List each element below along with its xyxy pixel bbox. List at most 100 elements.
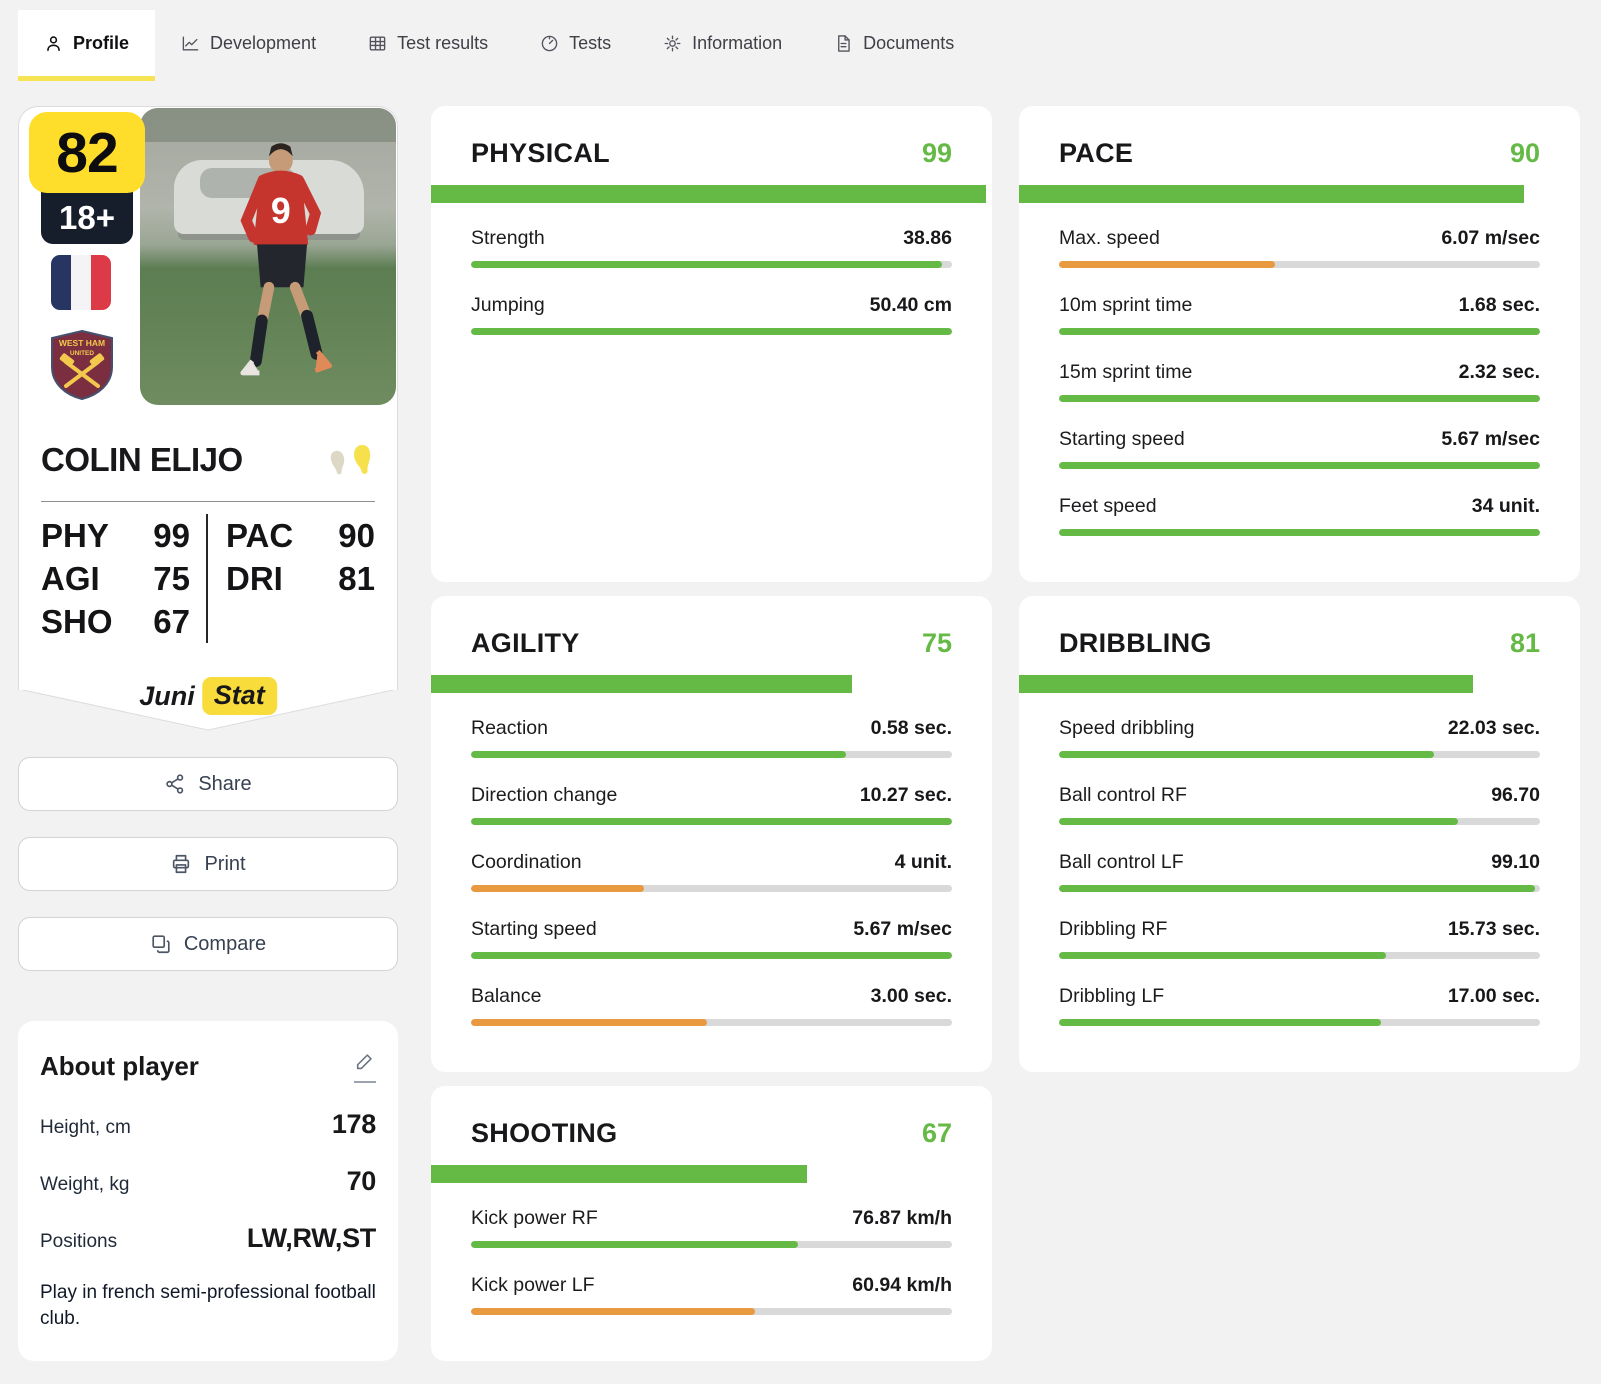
player-name: COLIN ELIJO — [41, 441, 243, 478]
stat-pac: PAC 90 — [226, 517, 375, 554]
left-foot-icon — [330, 450, 345, 475]
left-sidebar: 9 — [18, 106, 398, 1362]
metric-bar-fill — [471, 751, 847, 759]
player-photo: 9 — [140, 108, 396, 405]
top-navigation: Profile Development Test results Tests I… — [0, 0, 1601, 81]
panel-score-bar — [431, 675, 992, 694]
tab-development[interactable]: Development — [155, 10, 342, 81]
france-flag-icon — [51, 255, 111, 310]
west-ham-crest-icon: WEST HAM UNITED — [51, 329, 113, 401]
metric-value: 99.10 — [1491, 851, 1540, 874]
metric-row: 10m sprint time 1.68 sec. — [1059, 294, 1540, 335]
metric-bar-track — [471, 885, 952, 893]
tab-information[interactable]: Information — [637, 10, 808, 81]
tab-profile[interactable]: Profile — [18, 10, 156, 81]
tab-tests[interactable]: Tests — [514, 10, 637, 81]
gear-icon — [664, 35, 681, 51]
metric-label: Kick power LF — [471, 1274, 595, 1297]
person-icon — [47, 35, 60, 51]
metric-label: Ball control LF — [1059, 851, 1184, 874]
metric-label: 15m sprint time — [1059, 361, 1193, 383]
about-note: Play in french semi-professional footbal… — [40, 1282, 376, 1329]
metric-bar-fill — [471, 952, 952, 960]
panel-score-bar — [431, 1165, 992, 1184]
metric-bar-fill — [1059, 529, 1540, 536]
share-icon — [166, 774, 184, 794]
metric-row: Feet speed 34 unit. — [1059, 495, 1540, 536]
metric-bar-track — [471, 818, 952, 826]
print-button[interactable]: Print — [18, 837, 398, 891]
metric-bar-track — [1059, 1019, 1540, 1027]
metric-label: Balance — [471, 985, 542, 1008]
metric-bar-fill — [471, 328, 952, 335]
panel-score: 67 — [921, 1118, 952, 1149]
stat-phy: PHY 99 — [41, 517, 190, 554]
metric-bar-fill — [1059, 885, 1536, 893]
panel-score: 90 — [1509, 138, 1540, 168]
card-stats: PHY 99 AGI 75 SHO 67 PAC 90 DRI 81 — [19, 502, 397, 643]
metric-label: Kick power RF — [471, 1207, 598, 1230]
metric-label: Max. speed — [1059, 227, 1160, 249]
metric-bar-track — [1059, 751, 1540, 759]
metric-value: 1.68 sec. — [1458, 294, 1540, 316]
metric-bar-track — [1059, 395, 1540, 402]
metric-value: 10.27 sec. — [859, 784, 952, 807]
metric-bar-fill — [1059, 261, 1276, 268]
svg-text:UNITED: UNITED — [70, 350, 95, 357]
metric-bar-track — [471, 261, 952, 268]
about-player-card: About player Height, cm 178 Weight, kg 7… — [18, 1021, 398, 1362]
metric-value: 0.58 sec. — [870, 717, 952, 740]
metric-label: Reaction — [471, 717, 548, 740]
metric-label: Speed dribbling — [1059, 717, 1195, 740]
metric-bar-track — [471, 328, 952, 335]
panel-score: 81 — [1509, 628, 1540, 659]
metric-value: 22.03 sec. — [1447, 717, 1540, 740]
metric-bar-track — [1059, 261, 1540, 268]
about-row-weight: Weight, kg 70 — [40, 1166, 376, 1196]
metric-row: Balance 3.00 sec. — [471, 985, 952, 1027]
metric-bar-track — [1059, 462, 1540, 469]
metric-bar-fill — [1059, 328, 1540, 335]
metric-label: Starting speed — [471, 918, 597, 941]
compare-button[interactable]: Compare — [18, 917, 398, 971]
card-divider — [41, 501, 375, 502]
about-row-height: Height, cm 178 — [40, 1109, 376, 1139]
metric-bar-fill — [1059, 395, 1540, 402]
rating-badge: 82 — [29, 112, 145, 193]
metric-row: Dribbling RF 15.73 sec. — [1059, 918, 1540, 960]
stat-sho: SHO 67 — [41, 603, 190, 640]
tab-label: Profile — [73, 32, 130, 53]
metric-bar-fill — [471, 818, 952, 826]
metric-value: 96.70 — [1491, 784, 1540, 807]
panel-score: 99 — [921, 138, 952, 168]
metric-row: Jumping 50.40 cm — [471, 294, 952, 335]
metric-bar-track — [1059, 328, 1540, 335]
document-icon — [838, 34, 850, 52]
metric-row: 15m sprint time 2.32 sec. — [1059, 361, 1540, 402]
about-title: About player — [40, 1051, 199, 1081]
compare-icon — [152, 935, 170, 954]
junistat-logo: Juni Stat — [139, 677, 277, 715]
metric-value: 34 unit. — [1471, 495, 1540, 517]
printer-icon — [173, 854, 190, 874]
metric-row: Ball control RF 96.70 — [1059, 784, 1540, 826]
stat-dri: DRI 81 — [226, 560, 375, 597]
edit-about-button[interactable] — [354, 1051, 376, 1083]
about-row-positions: Positions LW,RW,ST — [40, 1223, 376, 1253]
line-chart-icon — [182, 35, 199, 51]
tab-test-results[interactable]: Test results — [342, 10, 514, 81]
metric-row: Starting speed 5.67 m/sec — [1059, 428, 1540, 469]
metric-bar-fill — [471, 1241, 799, 1249]
tab-label: Documents — [863, 32, 955, 53]
tab-label: Development — [210, 32, 317, 53]
metric-label: Direction change — [471, 784, 618, 807]
tab-documents[interactable]: Documents — [808, 10, 980, 81]
metric-bar-fill — [1059, 1019, 1382, 1027]
metric-value: 5.67 m/sec — [853, 918, 952, 941]
metric-bar-fill — [471, 261, 943, 268]
share-button[interactable]: Share — [18, 757, 398, 811]
metric-bar-track — [471, 1308, 952, 1316]
panel-pace: PACE 90 Max. speed 6.07 m/sec 10m sprint tim… — [1019, 106, 1580, 583]
metric-row: Reaction 0.58 sec. — [471, 717, 952, 759]
metric-value: 2.32 sec. — [1458, 361, 1540, 383]
